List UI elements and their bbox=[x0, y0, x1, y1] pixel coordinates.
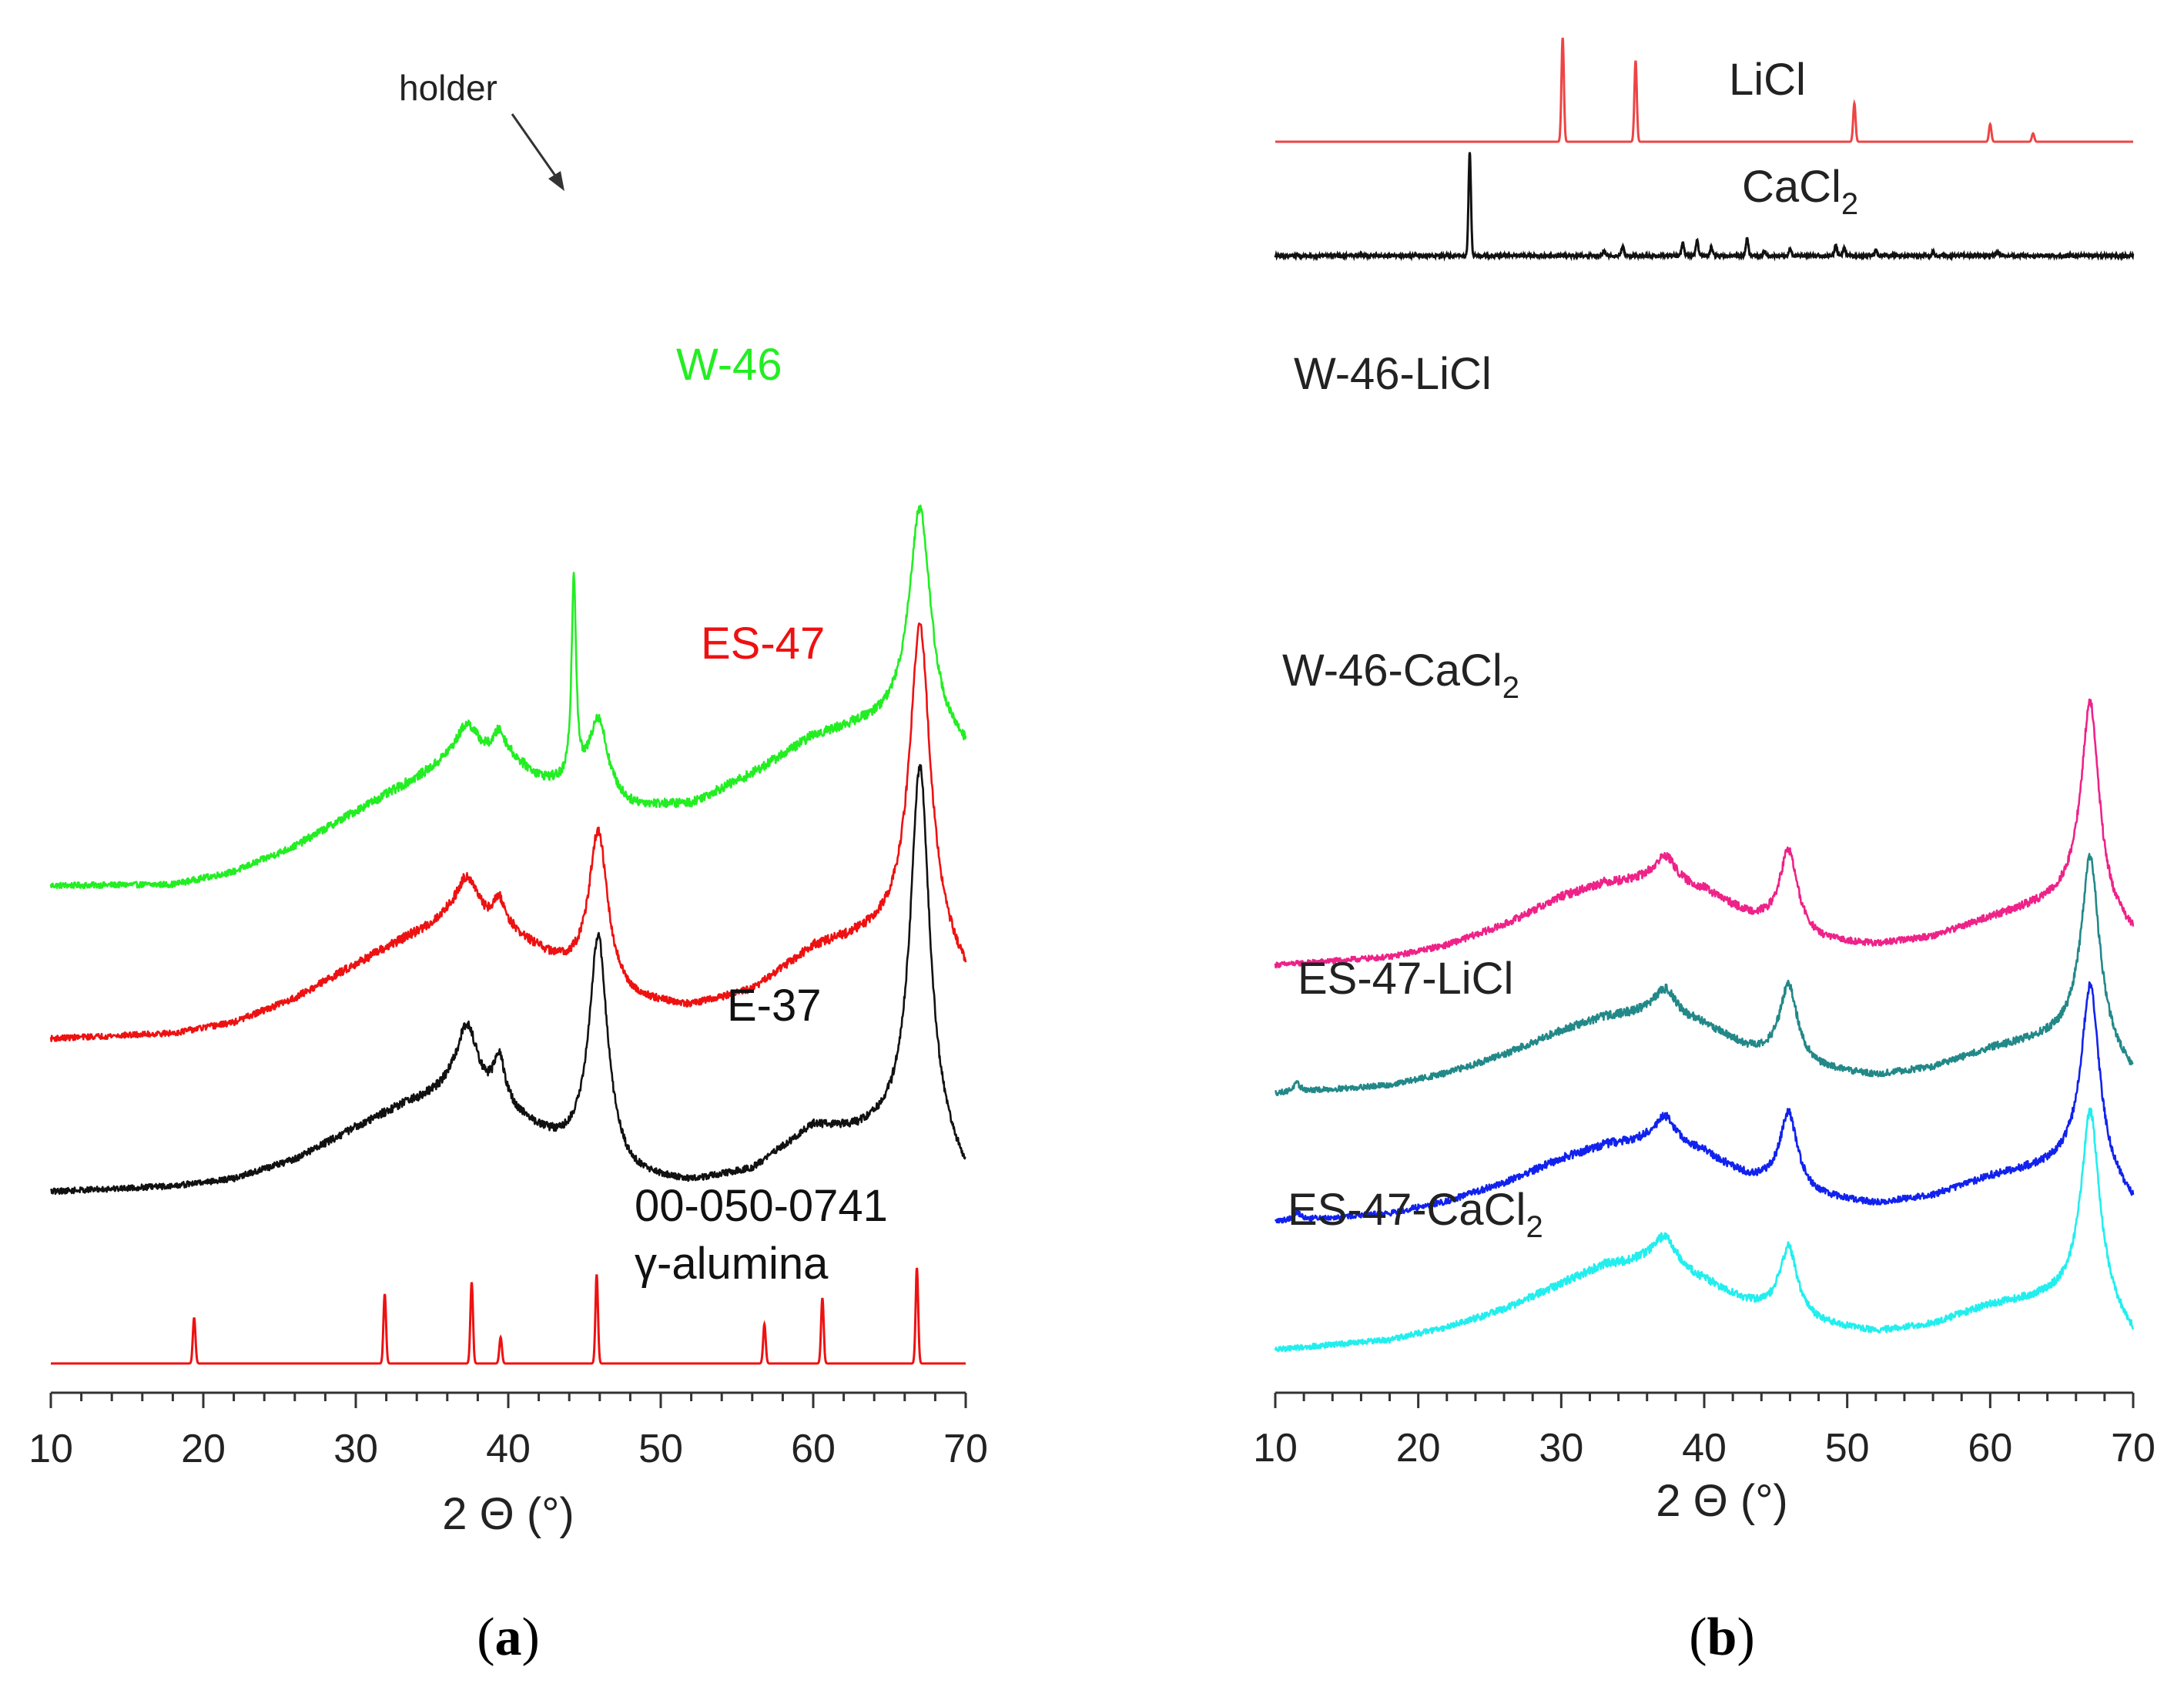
reference-name-gamma-alumina: γ-alumina bbox=[635, 1239, 829, 1289]
label-cacl2-reference-base: CaCl bbox=[1742, 162, 1841, 212]
x-tick-label: 50 bbox=[1825, 1426, 1870, 1471]
label-w-46-cacl2-subscript: 2 bbox=[1502, 671, 1519, 705]
label-es-47-licl: ES-47-LiCl bbox=[1298, 954, 1513, 1004]
annotation-holder-arrowhead bbox=[548, 171, 564, 191]
annotation-holder-arrow bbox=[511, 113, 562, 184]
panel-b-caption: (b) bbox=[1689, 1608, 1755, 1667]
panel-b-x-axis-label: 2 Θ (°) bbox=[1656, 1476, 1787, 1526]
panel-a: 10 20 30 40 50 60 70 W-46 ES-47 E-37 holder 00… bbox=[28, 68, 988, 1667]
label-e-37: E-37 bbox=[727, 981, 822, 1031]
x-tick-label: 10 bbox=[1253, 1426, 1298, 1471]
x-tick-label: 60 bbox=[1968, 1426, 2012, 1471]
series-es-47-cacl2 bbox=[1274, 1107, 2135, 1353]
x-tick-label: 30 bbox=[333, 1427, 378, 1471]
panel-a-caption-letter: a bbox=[495, 1608, 522, 1667]
panel-b-series bbox=[1274, 698, 2135, 1353]
label-licl-reference: LiCl bbox=[1729, 55, 1806, 105]
x-tick-label: 70 bbox=[943, 1427, 988, 1471]
series-w-46-cacl2 bbox=[1275, 853, 2134, 1097]
panel-a-caption: (a) bbox=[477, 1608, 540, 1667]
panel-a-reference-pattern bbox=[51, 1267, 966, 1365]
panel-a-x-ticks: 10 20 30 40 50 60 70 bbox=[28, 1393, 988, 1471]
panel-b-x-ticks: 10 20 30 40 50 60 70 bbox=[1253, 1393, 2156, 1471]
panel-b-reference-patterns bbox=[1274, 37, 2135, 262]
series-w-46 bbox=[49, 505, 967, 890]
series-es-47 bbox=[49, 622, 967, 1042]
reference--alumina-pattern bbox=[51, 1267, 966, 1365]
label-w-46-licl-base: W-46-LiCl bbox=[1294, 349, 1492, 399]
label-es-47-cacl2-base: ES-47-CaCl bbox=[1288, 1185, 1526, 1235]
label-cacl2-reference: CaCl2 bbox=[1742, 162, 1858, 221]
label-es-47-cacl2-subscript: 2 bbox=[1526, 1210, 1543, 1244]
label-es-47: ES-47 bbox=[701, 619, 825, 669]
x-tick-label: 40 bbox=[1682, 1426, 1727, 1471]
label-w-46-cacl2-base: W-46-CaCl bbox=[1282, 646, 1502, 696]
label-es-47-cacl2: ES-47-CaCl2 bbox=[1288, 1185, 1543, 1244]
panel-b: 10 20 30 40 50 60 70 LiCl CaCl2 W-46-LiCl W-46… bbox=[1253, 37, 2156, 1667]
reference-cacl2-pattern bbox=[1274, 152, 2135, 262]
x-tick-label: 20 bbox=[1396, 1426, 1441, 1471]
x-tick-label: 20 bbox=[181, 1427, 226, 1471]
reference-licl-pattern bbox=[1275, 37, 2133, 143]
x-tick-label: 30 bbox=[1539, 1426, 1583, 1471]
series-es-47-licl bbox=[1274, 981, 2135, 1224]
x-tick-label: 10 bbox=[28, 1427, 73, 1471]
label-w-46-cacl2: W-46-CaCl2 bbox=[1282, 646, 1519, 705]
x-tick-label: 70 bbox=[2111, 1426, 2156, 1471]
reference-card-number: 00-050-0741 bbox=[635, 1181, 888, 1231]
series-w-46-licl bbox=[1274, 698, 2135, 969]
panel-a-x-axis-label: 2 Θ (°) bbox=[442, 1489, 574, 1539]
label-es-47-licl-base: ES-47-LiCl bbox=[1298, 954, 1513, 1004]
x-tick-label: 50 bbox=[638, 1427, 683, 1471]
annotation-holder: holder bbox=[399, 68, 497, 108]
panel-a-series bbox=[49, 505, 967, 1196]
series-e-37 bbox=[50, 763, 966, 1196]
x-tick-label: 60 bbox=[791, 1427, 836, 1471]
label-w-46: W-46 bbox=[676, 340, 782, 390]
label-cacl2-reference-subscript: 2 bbox=[1841, 187, 1858, 221]
panel-b-caption-letter: b bbox=[1707, 1608, 1737, 1667]
x-tick-label: 40 bbox=[486, 1427, 531, 1471]
label-w-46-licl: W-46-LiCl bbox=[1294, 349, 1492, 399]
